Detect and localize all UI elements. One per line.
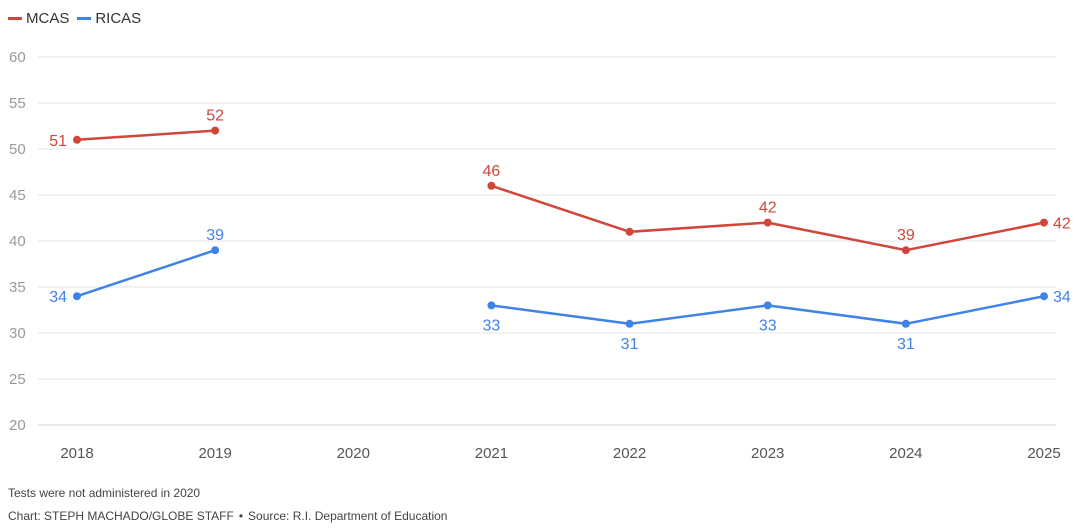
legend-item-mcas: MCAS xyxy=(8,10,69,27)
data-point-mcas-2021 xyxy=(487,181,496,190)
data-label-ricas-2024: 31 xyxy=(897,336,915,353)
data-label-ricas-2022: 31 xyxy=(621,336,639,353)
series-line-mcas-segment-1 xyxy=(75,129,217,142)
y-tick-label-60: 60 xyxy=(9,49,26,66)
y-tick-label-40: 40 xyxy=(9,233,26,250)
x-tick-label-2020: 2020 xyxy=(337,445,370,462)
data-label-ricas-2019: 39 xyxy=(206,227,224,244)
data-point-mcas-2022 xyxy=(625,227,634,236)
data-point-mcas-2018 xyxy=(73,135,81,144)
credit-text: Chart: STEPH MACHADO/GLOBE STAFF xyxy=(8,509,234,523)
data-point-mcas-2023 xyxy=(763,218,772,227)
x-tick-label-2024: 2024 xyxy=(889,445,922,462)
x-tick-label-2019: 2019 xyxy=(198,445,231,462)
chart-credit: Chart: STEPH MACHADO/GLOBE STAFF • Sourc… xyxy=(8,509,447,523)
chart-note: Tests were not administered in 2020 xyxy=(8,486,201,500)
data-point-mcas-2025 xyxy=(1040,218,1048,227)
y-tick-label-35: 35 xyxy=(9,279,26,296)
data-label-ricas-2025: 34 xyxy=(1053,289,1071,306)
data-label-mcas-2021: 46 xyxy=(483,163,501,180)
y-tick-label-45: 45 xyxy=(9,187,26,204)
y-tick-label-20: 20 xyxy=(9,417,26,434)
x-tick-label-2023: 2023 xyxy=(751,445,784,462)
data-label-mcas-2019: 52 xyxy=(206,108,224,125)
legend-swatch-mcas xyxy=(8,16,22,20)
data-label-mcas-2025: 42 xyxy=(1053,216,1071,233)
data-point-mcas-2019 xyxy=(211,126,220,135)
y-tick-label-30: 30 xyxy=(9,325,26,342)
data-point-ricas-2021 xyxy=(487,301,496,310)
data-label-mcas-2018: 51 xyxy=(49,133,67,150)
legend-item-ricas: RICAS xyxy=(77,10,141,27)
data-label-ricas-2023: 33 xyxy=(759,317,777,334)
y-tick-label-25: 25 xyxy=(9,371,26,388)
data-point-ricas-2022 xyxy=(625,319,634,328)
data-label-ricas-2021: 33 xyxy=(483,317,501,334)
x-tick-label-2018: 2018 xyxy=(60,445,93,462)
data-point-ricas-2024 xyxy=(901,319,910,328)
data-point-ricas-2023 xyxy=(763,301,772,310)
x-tick-label-2025: 2025 xyxy=(1027,445,1060,462)
data-label-mcas-2023: 42 xyxy=(759,200,777,217)
legend-swatch-ricas xyxy=(77,16,92,20)
legend-label-ricas: RICAS xyxy=(95,9,142,27)
data-point-ricas-2025 xyxy=(1040,292,1048,301)
legend-label-mcas: MCAS xyxy=(26,9,70,27)
data-label-ricas-2018: 34 xyxy=(49,289,67,306)
y-tick-label-50: 50 xyxy=(9,141,26,158)
chart-legend: MCAS RICAS xyxy=(8,8,149,28)
source-text: Source: R.I. Department of Education xyxy=(248,509,448,523)
data-label-mcas-2024: 39 xyxy=(897,227,915,244)
data-point-ricas-2019 xyxy=(211,246,220,255)
y-tick-label-55: 55 xyxy=(9,95,26,112)
series-line-ricas-segment-1 xyxy=(75,248,217,298)
x-tick-label-2022: 2022 xyxy=(613,445,646,462)
data-point-mcas-2024 xyxy=(901,246,910,255)
x-tick-label-2021: 2021 xyxy=(475,445,508,462)
credit-separator: • xyxy=(238,509,244,523)
data-point-ricas-2018 xyxy=(73,292,81,301)
